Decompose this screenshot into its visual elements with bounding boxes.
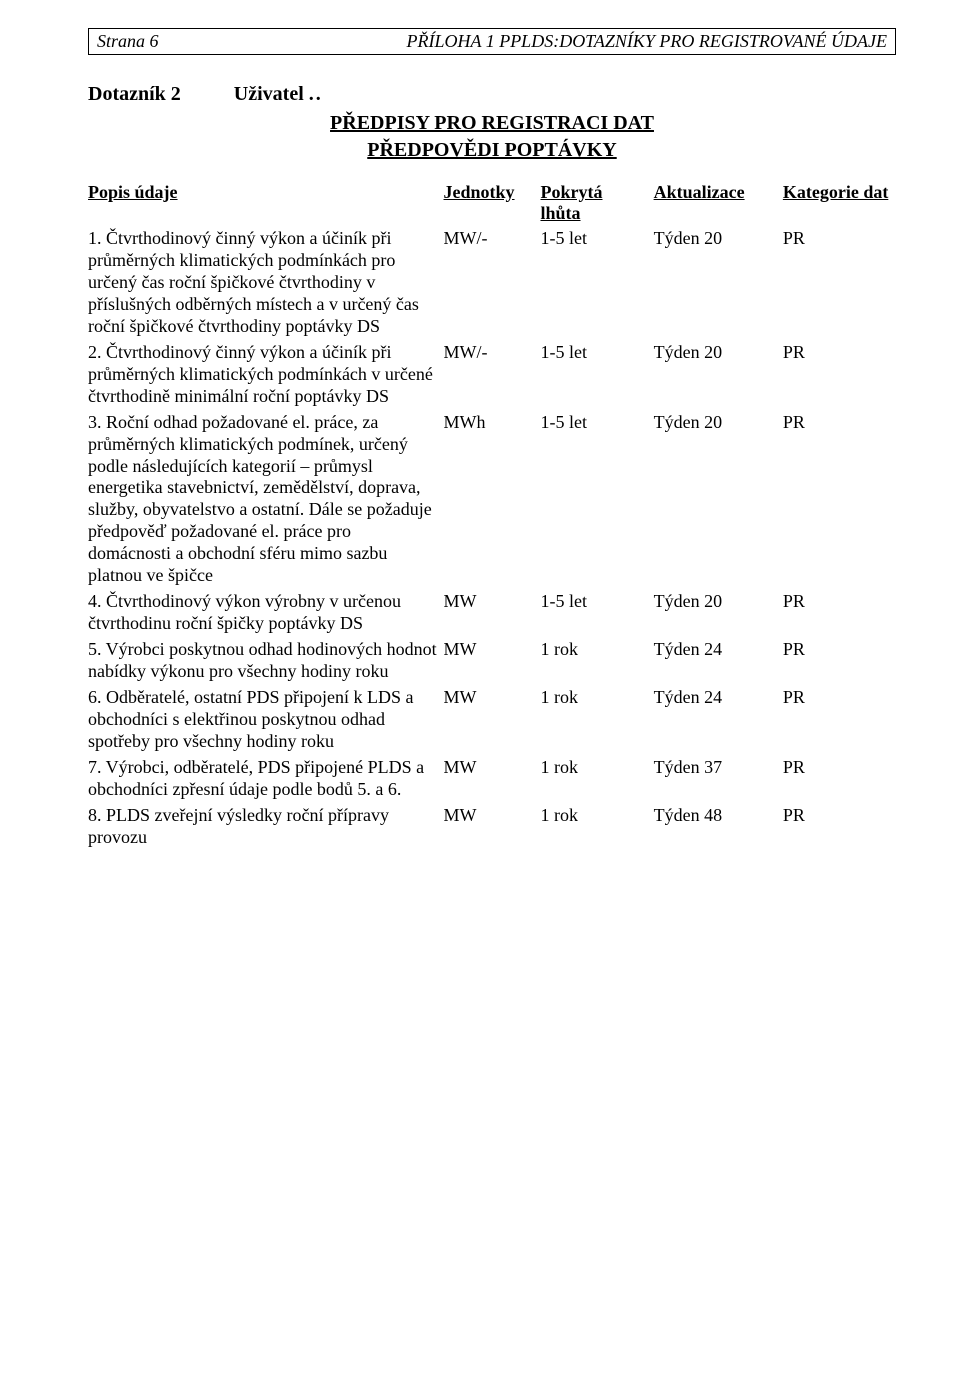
cell-cover: 1 rok (540, 685, 653, 755)
page-header: Strana 6 PŘÍLOHA 1 PPLDS:DOTAZNÍKY PRO R… (88, 28, 896, 55)
col-header-update: Aktualizace (654, 180, 783, 226)
table-row: 7. Výrobci, odběratelé, PDS připojené PL… (88, 755, 896, 803)
cell-cover: 1-5 let (540, 226, 653, 340)
cell-update: Týden 20 (654, 226, 783, 340)
form-user-dots: .. (309, 83, 323, 105)
table-row: 1. Čtvrthodinový činný výkon a účiník př… (88, 226, 896, 340)
cell-cat: PR (783, 340, 896, 410)
cell-desc: 2. Čtvrthodinový činný výkon a účiník př… (88, 340, 444, 410)
header-doc-title: PŘÍLOHA 1 PPLDS:DOTAZNÍKY PRO REGISTROVA… (407, 31, 887, 52)
table-row: 6. Odběratelé, ostatní PDS připojení k L… (88, 685, 896, 755)
cell-desc: 8. PLDS zveřejní výsledky roční přípravy… (88, 803, 444, 851)
col-header-cover-l1: Pokrytá (540, 182, 602, 202)
col-header-cat: Kategorie dat (783, 180, 896, 226)
cell-cat: PR (783, 803, 896, 851)
cell-cat: PR (783, 410, 896, 590)
cell-cat: PR (783, 589, 896, 637)
cell-cat: PR (783, 755, 896, 803)
cell-cover: 1 rok (540, 803, 653, 851)
form-user-text: Uživatel (234, 83, 304, 105)
form-number: Dotazník 2 (88, 83, 181, 106)
cell-update: Týden 20 (654, 589, 783, 637)
col-header-cover: Pokrytá lhůta (540, 180, 653, 226)
section-title-2: PŘEDPOVĚDI POPTÁVKY (88, 139, 896, 162)
cell-unit: MW (444, 755, 541, 803)
cell-cover: 1-5 let (540, 340, 653, 410)
cell-desc: 3. Roční odhad požadované el. práce, za … (88, 410, 444, 590)
cell-desc: 6. Odběratelé, ostatní PDS připojení k L… (88, 685, 444, 755)
cell-update: Týden 48 (654, 803, 783, 851)
form-user-label: Uživatel .. (234, 83, 323, 106)
cell-desc: 5. Výrobci poskytnou odhad hodinových ho… (88, 637, 444, 685)
cell-cover: 1 rok (540, 755, 653, 803)
cell-unit: MW (444, 685, 541, 755)
cell-unit: MWh (444, 410, 541, 590)
cell-update: Týden 20 (654, 340, 783, 410)
table-row: 4. Čtvrthodinový výkon výrobny v určenou… (88, 589, 896, 637)
cell-desc: 7. Výrobci, odběratelé, PDS připojené PL… (88, 755, 444, 803)
cell-desc: 1. Čtvrthodinový činný výkon a účiník př… (88, 226, 444, 340)
table-row: 3. Roční odhad požadované el. práce, za … (88, 410, 896, 590)
cell-unit: MW/- (444, 226, 541, 340)
cell-unit: MW (444, 803, 541, 851)
cell-cat: PR (783, 685, 896, 755)
cell-desc: 4. Čtvrthodinový výkon výrobny v určenou… (88, 589, 444, 637)
cell-update: Týden 20 (654, 410, 783, 590)
page: Strana 6 PŘÍLOHA 1 PPLDS:DOTAZNÍKY PRO R… (0, 0, 960, 1385)
col-header-cover-l2: lhůta (540, 203, 580, 223)
form-title-line: Dotazník 2 Uživatel .. (88, 83, 896, 106)
header-page-number: Strana 6 (97, 31, 159, 52)
cell-update: Týden 37 (654, 755, 783, 803)
cell-unit: MW (444, 637, 541, 685)
cell-cat: PR (783, 637, 896, 685)
cell-cover: 1-5 let (540, 410, 653, 590)
cell-unit: MW/- (444, 340, 541, 410)
cell-cat: PR (783, 226, 896, 340)
data-table: Popis údaje Jednotky Pokrytá lhůta Aktua… (88, 180, 896, 851)
cell-cover: 1-5 let (540, 589, 653, 637)
col-header-unit: Jednotky (444, 180, 541, 226)
cell-unit: MW (444, 589, 541, 637)
section-title-1: PŘEDPISY PRO REGISTRACI DAT (88, 112, 896, 135)
table-row: 5. Výrobci poskytnou odhad hodinových ho… (88, 637, 896, 685)
cell-update: Týden 24 (654, 685, 783, 755)
cell-update: Týden 24 (654, 637, 783, 685)
table-row: 2. Čtvrthodinový činný výkon a účiník př… (88, 340, 896, 410)
table-body: 1. Čtvrthodinový činný výkon a účiník př… (88, 226, 896, 851)
col-header-desc: Popis údaje (88, 180, 444, 226)
cell-cover: 1 rok (540, 637, 653, 685)
table-header-row: Popis údaje Jednotky Pokrytá lhůta Aktua… (88, 180, 896, 226)
table-row: 8. PLDS zveřejní výsledky roční přípravy… (88, 803, 896, 851)
